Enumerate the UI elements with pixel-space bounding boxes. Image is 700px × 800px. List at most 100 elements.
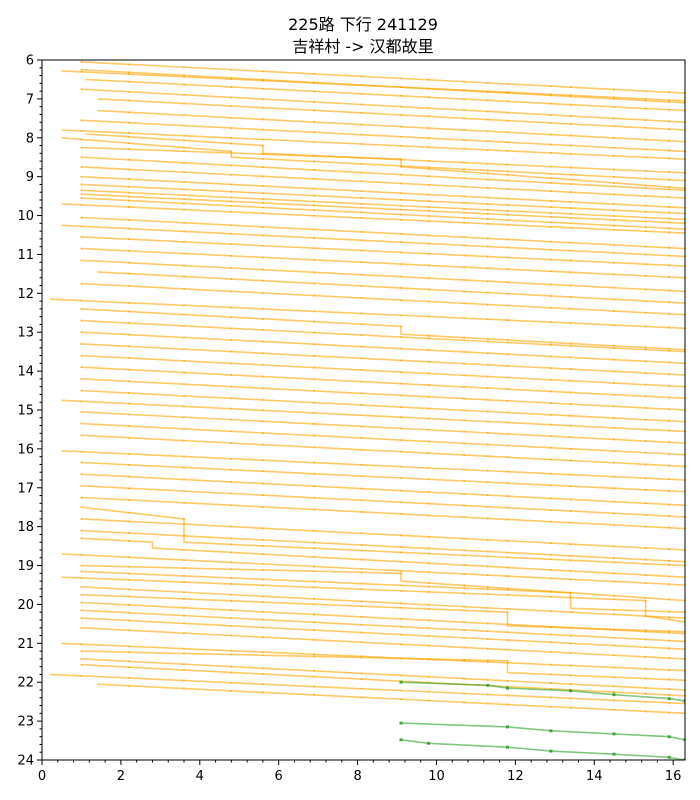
stop-marker xyxy=(80,331,83,333)
stop-marker xyxy=(463,584,465,587)
stop-marker xyxy=(183,275,185,278)
stop-marker xyxy=(262,636,264,638)
stop-marker xyxy=(128,261,130,264)
stop-marker xyxy=(262,340,264,343)
trip-line xyxy=(97,683,685,715)
stop-marker xyxy=(463,170,465,173)
stop-marker xyxy=(506,292,509,295)
stop-marker xyxy=(183,150,185,152)
stop-marker xyxy=(360,285,363,287)
trip-series-13 xyxy=(80,156,685,192)
stop-marker xyxy=(644,348,647,351)
stop-marker xyxy=(183,598,185,600)
stop-marker xyxy=(668,610,670,613)
stop-marker xyxy=(80,156,83,158)
stop-marker xyxy=(80,473,83,475)
stop-marker xyxy=(506,495,509,497)
stop-marker xyxy=(400,263,402,265)
stop-marker xyxy=(313,556,315,558)
stop-marker xyxy=(613,125,615,127)
stop-marker xyxy=(613,500,615,503)
stop-marker xyxy=(668,212,670,214)
stop-marker xyxy=(487,387,489,389)
stop-marker xyxy=(80,577,83,579)
trip-line xyxy=(81,88,685,123)
stop-marker xyxy=(613,438,615,441)
stop-marker xyxy=(613,709,615,711)
stop-marker xyxy=(360,600,363,603)
stop-marker xyxy=(550,133,552,136)
stop-marker xyxy=(262,234,264,237)
stop-marker xyxy=(668,490,670,492)
stop-marker xyxy=(80,609,83,612)
stop-marker xyxy=(80,216,83,219)
stop-marker xyxy=(506,179,509,182)
stop-marker xyxy=(360,261,363,263)
stop-marker xyxy=(668,647,670,650)
stop-marker xyxy=(80,68,83,71)
stop-marker xyxy=(506,421,509,424)
stop-marker xyxy=(644,360,647,363)
stop-marker xyxy=(506,556,509,559)
stop-marker xyxy=(183,348,185,350)
stop-marker xyxy=(668,548,670,550)
stop-marker xyxy=(427,206,430,208)
stop-marker xyxy=(128,677,130,679)
stop-marker xyxy=(360,655,363,658)
stop-marker xyxy=(128,121,130,124)
stop-marker xyxy=(262,185,264,187)
stop-marker xyxy=(487,280,489,282)
stop-marker xyxy=(668,247,670,249)
stop-marker xyxy=(427,184,430,186)
stop-marker xyxy=(128,159,130,161)
stop-marker xyxy=(463,573,465,575)
trip-series-67 xyxy=(399,721,685,742)
stop-marker xyxy=(313,675,315,678)
trip-series-17 xyxy=(80,189,685,221)
stop-marker xyxy=(487,638,489,640)
stop-marker xyxy=(400,489,402,492)
stop-marker xyxy=(487,169,489,172)
trip-series-40 xyxy=(80,434,685,468)
stop-marker xyxy=(550,673,552,676)
stop-marker xyxy=(569,436,572,438)
stop-marker xyxy=(613,417,615,419)
stop-marker xyxy=(360,549,363,552)
stop-marker xyxy=(613,699,615,702)
stop-marker xyxy=(613,273,615,276)
stop-marker xyxy=(399,721,403,725)
stop-marker xyxy=(463,202,465,204)
stop-marker xyxy=(506,341,509,344)
stop-marker xyxy=(569,664,572,667)
trip-series-65 xyxy=(97,683,685,715)
stop-marker xyxy=(506,256,509,259)
stop-marker xyxy=(506,219,509,221)
stop-marker xyxy=(487,679,489,681)
stop-marker xyxy=(569,674,572,677)
trip-line xyxy=(61,224,685,258)
stop-marker xyxy=(183,428,185,430)
stop-marker xyxy=(313,570,315,572)
stop-marker xyxy=(230,327,233,330)
stop-marker xyxy=(506,150,509,152)
stop-marker xyxy=(487,455,489,457)
stop-marker xyxy=(183,188,185,191)
stop-marker xyxy=(427,604,430,606)
stop-marker xyxy=(128,487,130,490)
stop-marker xyxy=(668,408,670,410)
stop-marker xyxy=(262,387,264,389)
stop-marker xyxy=(360,511,363,513)
trip-line xyxy=(81,319,685,353)
stop-marker xyxy=(668,678,670,681)
stop-marker xyxy=(463,109,465,111)
stop-marker xyxy=(644,428,647,431)
stop-marker xyxy=(427,349,430,351)
stop-marker xyxy=(668,350,670,352)
stop-marker xyxy=(262,226,264,228)
stop-marker xyxy=(667,755,671,759)
stop-marker xyxy=(400,416,402,418)
stop-marker xyxy=(360,297,363,299)
stop-marker xyxy=(80,299,83,302)
stop-marker xyxy=(613,382,615,384)
stop-marker xyxy=(569,652,572,654)
